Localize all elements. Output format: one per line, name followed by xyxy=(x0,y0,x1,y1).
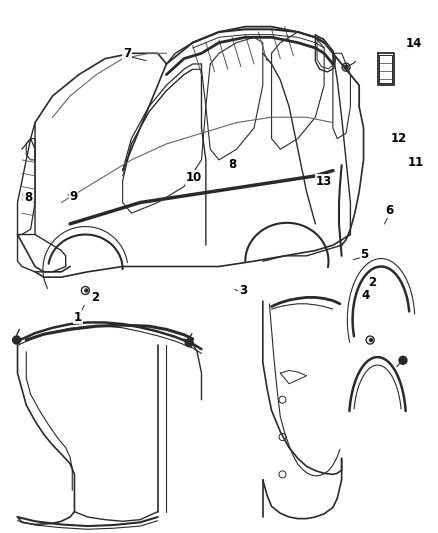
Text: 14: 14 xyxy=(406,37,422,50)
Circle shape xyxy=(185,338,193,347)
Circle shape xyxy=(370,338,372,342)
Text: 7: 7 xyxy=(123,47,131,60)
Text: 12: 12 xyxy=(390,132,407,145)
Text: 2: 2 xyxy=(92,291,99,304)
Text: 1: 1 xyxy=(74,311,82,324)
Text: 2: 2 xyxy=(368,276,376,289)
Text: 3: 3 xyxy=(239,284,247,297)
Text: 5: 5 xyxy=(360,248,368,261)
Circle shape xyxy=(13,336,21,344)
Circle shape xyxy=(344,65,348,69)
Circle shape xyxy=(85,289,88,292)
Text: 11: 11 xyxy=(408,156,424,169)
Text: 9: 9 xyxy=(70,190,78,203)
Text: 8: 8 xyxy=(228,158,236,171)
Circle shape xyxy=(399,356,407,365)
Text: 6: 6 xyxy=(386,204,394,217)
Text: 13: 13 xyxy=(316,175,332,188)
Text: 4: 4 xyxy=(362,289,370,302)
Text: 8: 8 xyxy=(24,191,32,204)
Text: 10: 10 xyxy=(185,171,202,184)
